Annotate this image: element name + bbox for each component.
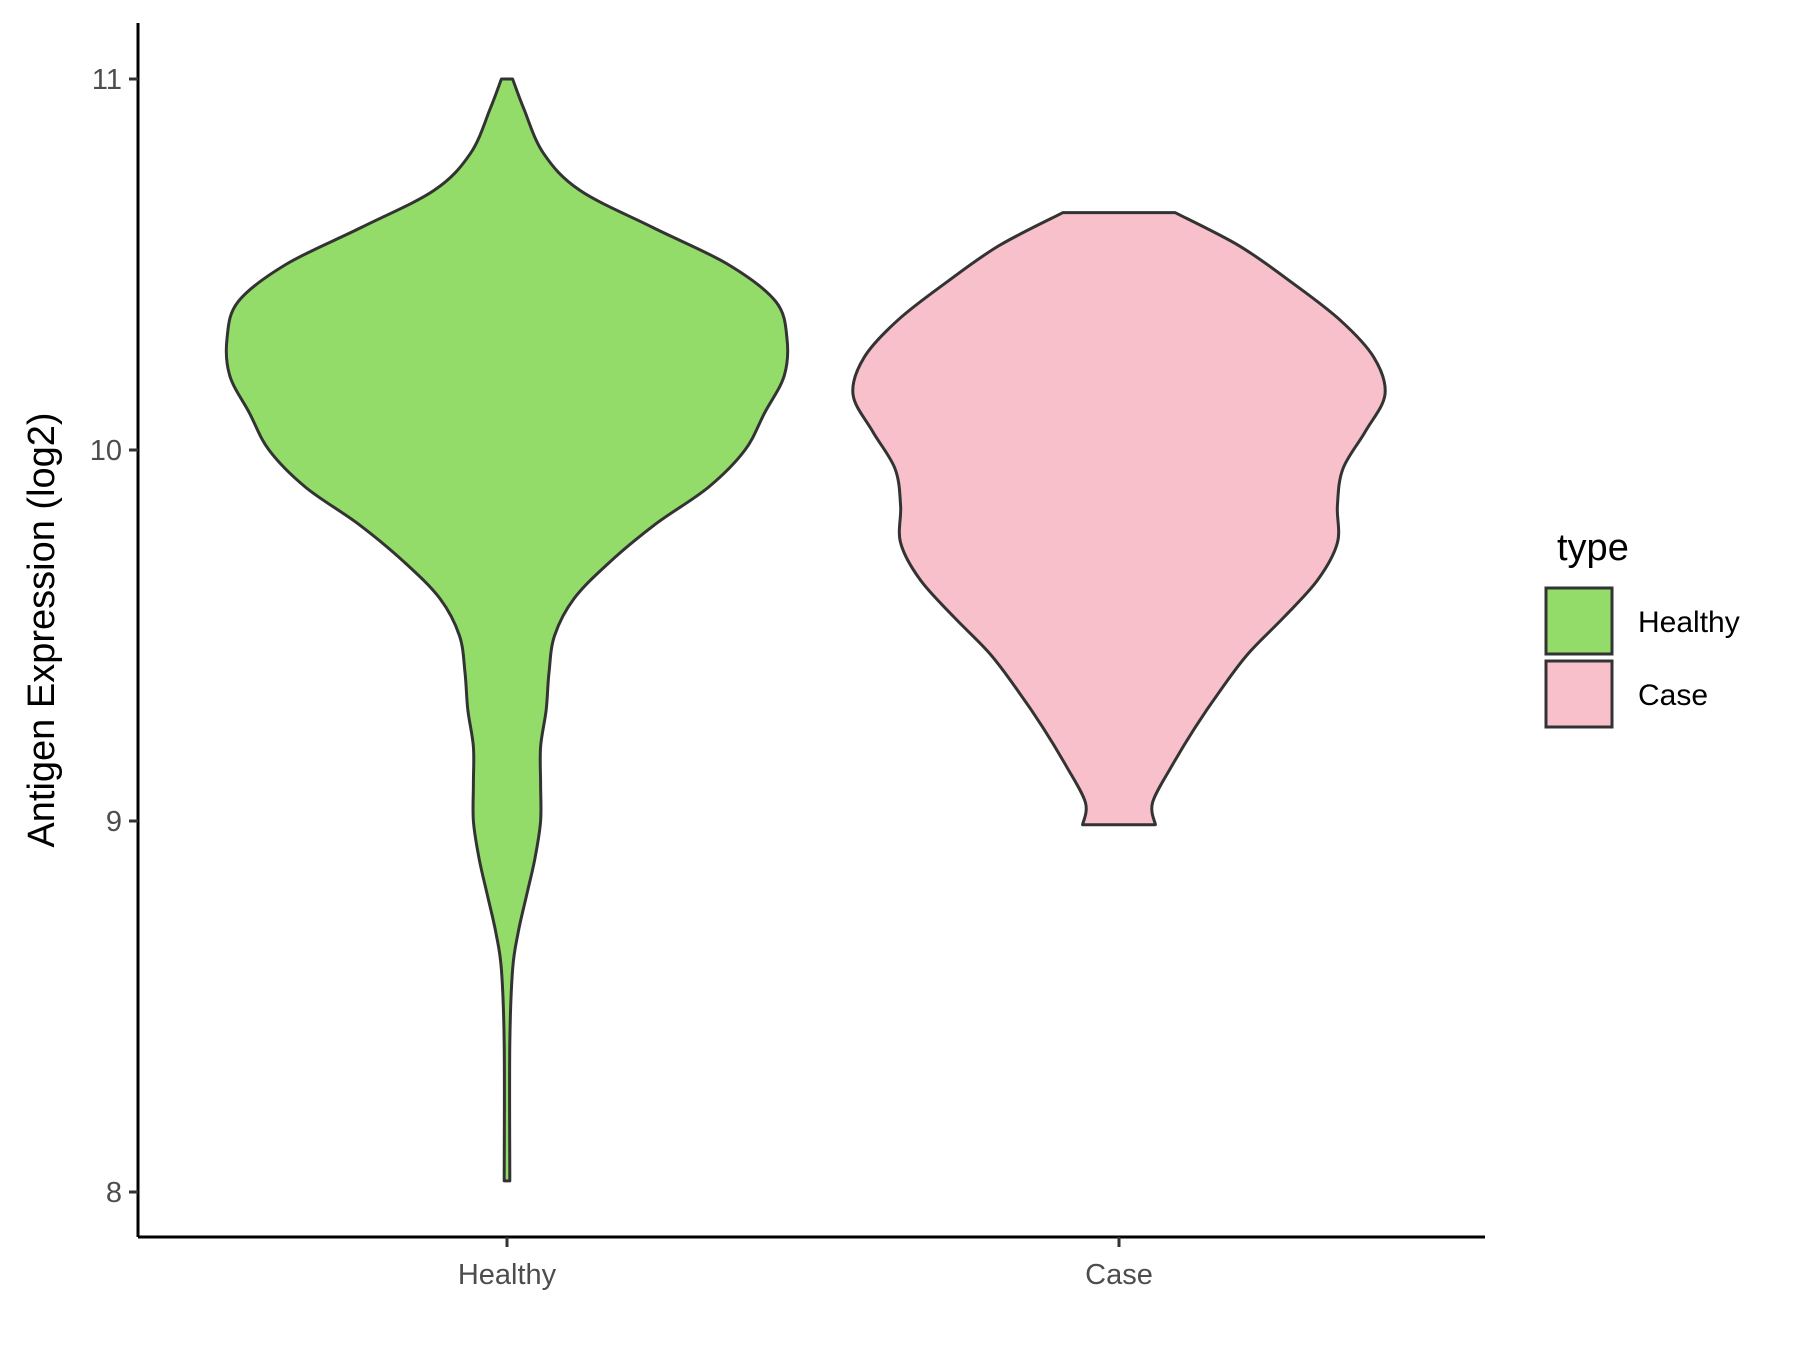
legend-title: type: [1557, 527, 1629, 569]
x-tick-label: Case: [1085, 1259, 1153, 1291]
y-axis: 8 9 10 11: [90, 23, 140, 1237]
legend-label: Case: [1638, 679, 1708, 712]
violin-healthy: [224, 77, 790, 1183]
y-tick-label: 9: [106, 806, 122, 838]
legend: type Healthy Case: [1544, 527, 1740, 729]
x-axis: Healthy Case: [138, 1235, 1485, 1291]
x-tick-label: Healthy: [458, 1259, 557, 1291]
violins: [224, 77, 1387, 1183]
legend-key-case: [1544, 659, 1614, 729]
y-tick-label: 10: [90, 435, 122, 467]
legend-label: Healthy: [1638, 606, 1740, 639]
y-axis-title: Antigen Expression (log2): [21, 412, 63, 847]
y-tick-label: 8: [106, 1177, 122, 1209]
violin-case: [851, 211, 1387, 827]
y-tick-label: 11: [92, 64, 122, 96]
legend-key-healthy: [1544, 586, 1614, 656]
